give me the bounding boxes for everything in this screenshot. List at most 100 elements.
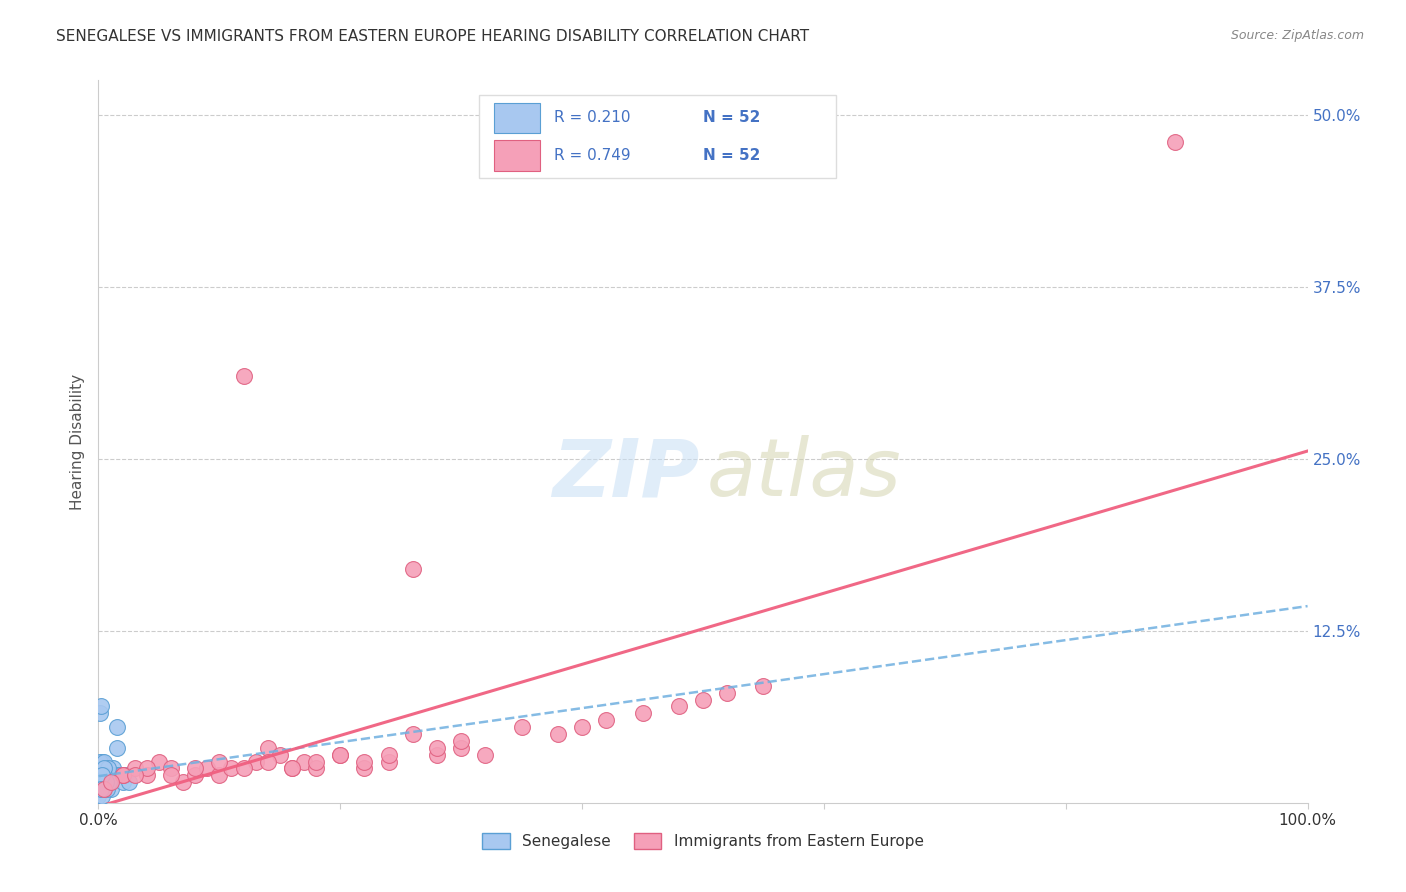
Point xyxy=(148,755,170,769)
Text: Source: ZipAtlas.com: Source: ZipAtlas.com xyxy=(1230,29,1364,42)
Point xyxy=(353,761,375,775)
Point xyxy=(281,761,304,775)
Point xyxy=(91,789,114,803)
Point xyxy=(93,755,115,769)
Point xyxy=(245,755,267,769)
Point xyxy=(595,713,617,727)
Y-axis label: Hearing Disability: Hearing Disability xyxy=(69,374,84,509)
Point xyxy=(160,768,183,782)
Text: R = 0.749: R = 0.749 xyxy=(554,148,631,163)
Point xyxy=(94,775,117,789)
Point xyxy=(256,755,278,769)
Point xyxy=(232,369,254,384)
Point xyxy=(329,747,352,762)
Legend: Senegalese, Immigrants from Eastern Europe: Senegalese, Immigrants from Eastern Euro… xyxy=(482,833,924,849)
Point xyxy=(135,768,157,782)
Point xyxy=(89,782,111,797)
Point xyxy=(96,768,118,782)
Text: N = 52: N = 52 xyxy=(703,148,761,163)
Point xyxy=(91,782,114,797)
Point xyxy=(292,755,315,769)
Point xyxy=(91,775,114,789)
Point xyxy=(93,761,115,775)
Point xyxy=(98,775,121,789)
Point xyxy=(402,727,425,741)
Point xyxy=(89,755,111,769)
Point xyxy=(93,782,115,797)
Point xyxy=(135,761,157,775)
Point xyxy=(91,768,114,782)
Point xyxy=(111,775,134,789)
Point xyxy=(97,768,120,782)
Point xyxy=(377,747,399,762)
Point xyxy=(1163,135,1185,149)
Point xyxy=(91,775,114,789)
Point xyxy=(87,789,110,803)
Point xyxy=(329,747,352,762)
Point xyxy=(108,768,131,782)
Text: atlas: atlas xyxy=(707,435,901,513)
Text: N = 52: N = 52 xyxy=(703,111,761,126)
Point xyxy=(98,775,121,789)
Point xyxy=(90,775,112,789)
Point xyxy=(96,775,118,789)
Point xyxy=(96,782,118,797)
Point xyxy=(221,761,243,775)
Text: ZIP: ZIP xyxy=(553,435,699,513)
Point xyxy=(105,740,128,755)
Point xyxy=(450,740,472,755)
Bar xyxy=(494,103,540,133)
Point xyxy=(195,761,218,775)
Point xyxy=(547,727,569,741)
Point xyxy=(426,740,449,755)
Point xyxy=(91,775,114,789)
Point xyxy=(91,768,114,782)
Point xyxy=(402,562,425,576)
Point xyxy=(668,699,690,714)
Point xyxy=(90,761,112,775)
Point xyxy=(93,761,115,775)
Point xyxy=(105,720,128,734)
Point xyxy=(89,768,111,782)
Point xyxy=(91,755,114,769)
Point xyxy=(305,761,328,775)
Point xyxy=(160,761,183,775)
Point xyxy=(426,747,449,762)
Point xyxy=(377,755,399,769)
Point xyxy=(93,775,115,789)
Point xyxy=(94,768,117,782)
Point xyxy=(184,768,207,782)
Point xyxy=(269,747,291,762)
Point xyxy=(716,686,738,700)
Point xyxy=(353,755,375,769)
Point xyxy=(111,768,134,782)
Point xyxy=(124,761,146,775)
Point xyxy=(103,768,125,782)
Text: SENEGALESE VS IMMIGRANTS FROM EASTERN EUROPE HEARING DISABILITY CORRELATION CHAR: SENEGALESE VS IMMIGRANTS FROM EASTERN EU… xyxy=(56,29,810,44)
Point xyxy=(100,768,122,782)
Point xyxy=(208,768,231,782)
Point xyxy=(631,706,654,721)
Point xyxy=(111,768,134,782)
Point xyxy=(89,706,111,721)
Point xyxy=(90,699,112,714)
Point xyxy=(93,768,115,782)
Point xyxy=(91,768,114,782)
Point xyxy=(97,761,120,775)
Point xyxy=(91,782,114,797)
Point xyxy=(256,740,278,755)
Bar xyxy=(494,140,540,170)
Point xyxy=(100,782,122,797)
Point xyxy=(474,747,496,762)
Point xyxy=(91,782,114,797)
Point xyxy=(118,775,141,789)
Point xyxy=(91,782,114,797)
Point xyxy=(510,720,533,734)
Point xyxy=(90,782,112,797)
Point xyxy=(692,692,714,706)
Point xyxy=(90,782,112,797)
Point xyxy=(450,734,472,748)
Point xyxy=(752,679,775,693)
Point xyxy=(100,775,122,789)
Point xyxy=(124,768,146,782)
